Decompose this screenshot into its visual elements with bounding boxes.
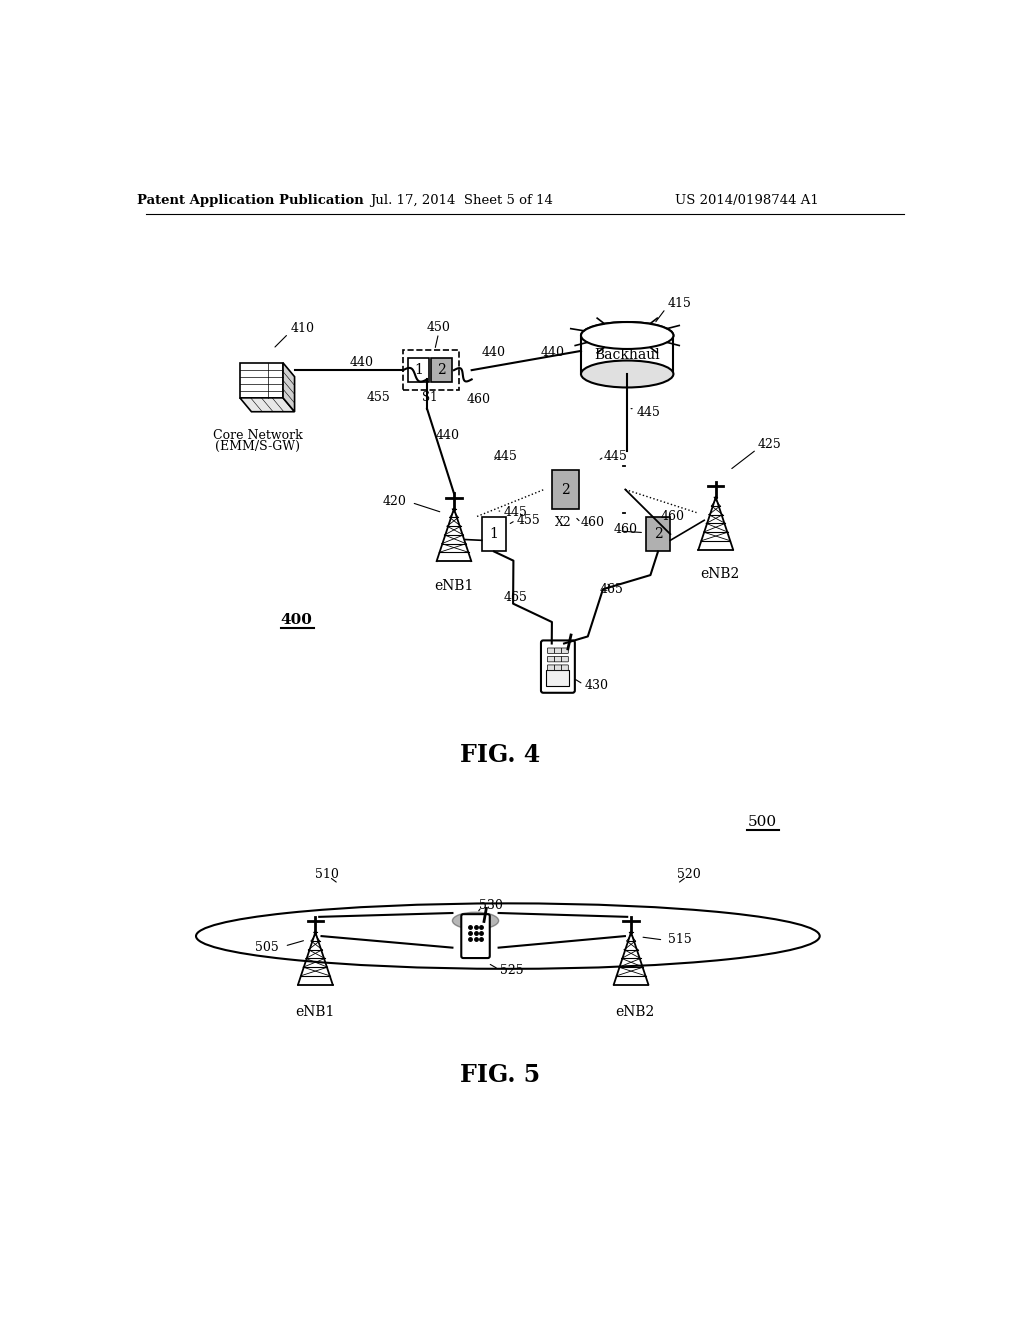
Text: 460: 460: [581, 516, 605, 529]
FancyBboxPatch shape: [561, 656, 568, 661]
Text: FIG. 4: FIG. 4: [460, 743, 541, 767]
Text: (EMM/S-GW): (EMM/S-GW): [215, 441, 300, 453]
Text: 465: 465: [600, 583, 624, 597]
Text: 440: 440: [482, 346, 506, 359]
Text: 520: 520: [677, 869, 700, 880]
Text: 505: 505: [255, 941, 279, 954]
Text: 415: 415: [668, 297, 691, 310]
Text: 445: 445: [504, 506, 528, 519]
FancyBboxPatch shape: [554, 665, 561, 671]
FancyBboxPatch shape: [541, 640, 574, 693]
FancyBboxPatch shape: [461, 915, 489, 958]
Text: 525: 525: [500, 964, 524, 977]
Text: 1: 1: [489, 527, 499, 541]
Text: X2: X2: [555, 516, 571, 529]
Text: 400: 400: [281, 614, 312, 627]
FancyBboxPatch shape: [561, 665, 568, 671]
FancyBboxPatch shape: [561, 648, 568, 653]
Text: 2: 2: [437, 363, 446, 378]
Text: 440: 440: [349, 356, 374, 370]
Ellipse shape: [581, 322, 674, 348]
Text: 430: 430: [585, 680, 609, 693]
Text: 515: 515: [668, 933, 692, 946]
FancyBboxPatch shape: [646, 517, 671, 552]
Text: 450: 450: [427, 321, 451, 334]
Text: 500: 500: [748, 816, 776, 829]
Ellipse shape: [581, 360, 674, 388]
FancyBboxPatch shape: [554, 656, 561, 661]
Ellipse shape: [196, 903, 819, 969]
FancyBboxPatch shape: [547, 671, 569, 686]
Text: 1: 1: [414, 363, 423, 378]
Text: eNB2: eNB2: [615, 1005, 654, 1019]
Polygon shape: [283, 363, 295, 412]
Text: 2: 2: [653, 527, 663, 541]
Text: Core Network: Core Network: [213, 429, 302, 442]
Text: 445: 445: [494, 450, 518, 463]
Text: 455: 455: [517, 513, 541, 527]
Ellipse shape: [453, 912, 499, 929]
FancyBboxPatch shape: [408, 358, 429, 383]
Text: 445: 445: [604, 450, 628, 463]
FancyBboxPatch shape: [431, 358, 453, 383]
Text: 465: 465: [504, 591, 527, 603]
Text: Backhaul: Backhaul: [594, 347, 660, 362]
FancyBboxPatch shape: [581, 335, 674, 374]
Polygon shape: [240, 397, 295, 412]
FancyBboxPatch shape: [552, 470, 580, 508]
Text: 420: 420: [382, 495, 407, 508]
Text: 440: 440: [436, 429, 460, 442]
Text: 460: 460: [660, 510, 684, 523]
Text: S1: S1: [422, 391, 437, 404]
Text: 410: 410: [291, 322, 314, 335]
Ellipse shape: [581, 322, 674, 348]
Text: 425: 425: [758, 438, 782, 451]
Text: 460: 460: [613, 523, 637, 536]
Text: 530: 530: [479, 899, 503, 912]
Text: 2: 2: [561, 483, 570, 496]
Text: eNB1: eNB1: [296, 1005, 335, 1019]
Text: 460: 460: [466, 393, 490, 407]
Text: 455: 455: [367, 391, 390, 404]
FancyBboxPatch shape: [554, 648, 561, 653]
FancyBboxPatch shape: [548, 656, 554, 661]
Text: eNB1: eNB1: [434, 578, 474, 593]
FancyBboxPatch shape: [548, 648, 554, 653]
Text: US 2014/0198744 A1: US 2014/0198744 A1: [675, 194, 818, 207]
Text: 445: 445: [637, 407, 660, 418]
FancyBboxPatch shape: [548, 665, 554, 671]
Text: 510: 510: [315, 869, 339, 880]
Text: Patent Application Publication: Patent Application Publication: [136, 194, 364, 207]
Text: eNB2: eNB2: [700, 568, 739, 581]
Text: Jul. 17, 2014  Sheet 5 of 14: Jul. 17, 2014 Sheet 5 of 14: [371, 194, 553, 207]
Text: FIG. 5: FIG. 5: [460, 1063, 541, 1086]
FancyBboxPatch shape: [481, 517, 506, 552]
Polygon shape: [240, 363, 283, 397]
Text: 440: 440: [541, 346, 564, 359]
